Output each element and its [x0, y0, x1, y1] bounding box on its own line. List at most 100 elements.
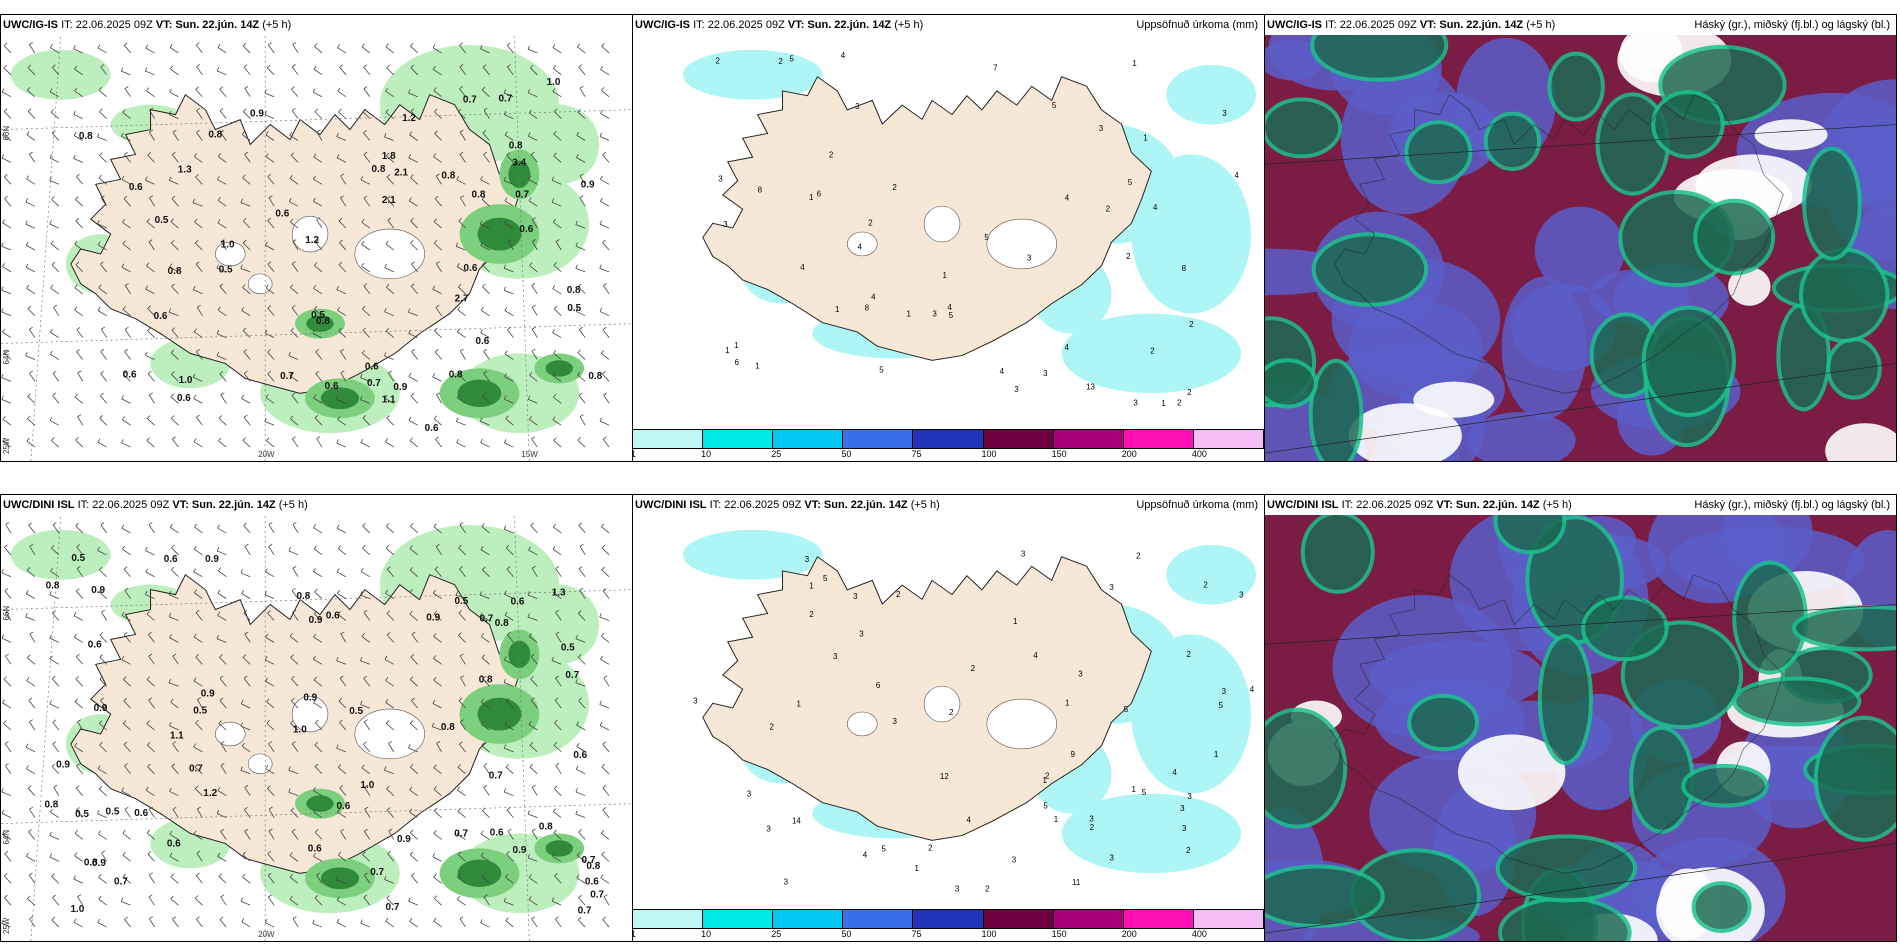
wind-barb-flag	[146, 415, 151, 419]
wind-barb	[434, 568, 442, 577]
wind-barb	[291, 88, 299, 97]
wind-barb-flag	[49, 700, 52, 705]
precip-value-label: 5	[823, 574, 828, 583]
wind-barb	[600, 69, 610, 76]
colorbar-swatch	[913, 910, 984, 928]
wind-barb-flag	[388, 741, 393, 744]
wind-barb	[290, 810, 299, 818]
wind-barb	[408, 157, 418, 163]
wind-barb-flag	[147, 305, 151, 309]
wind-barb	[409, 440, 418, 448]
wind-barb	[25, 746, 36, 753]
wind-barb-flag	[385, 327, 390, 332]
wind-value-label: 1.0	[360, 780, 374, 791]
wind-barb	[361, 636, 371, 643]
precip-value-label: 7	[993, 64, 998, 73]
wind-barb	[49, 420, 60, 426]
wind-barb	[1, 377, 12, 382]
wind-barb	[172, 809, 179, 818]
precip-value-label: 3	[723, 220, 728, 229]
wind-barb	[27, 657, 36, 665]
wind-barb-flag	[362, 851, 366, 855]
wind-barb	[218, 440, 227, 448]
high-cloud-area	[1310, 35, 1449, 82]
wind-barb-flag	[219, 108, 224, 112]
wind-barb-flag	[457, 786, 461, 791]
wind-barb	[384, 136, 394, 141]
precip-core	[306, 795, 334, 812]
wind-barb	[386, 525, 395, 534]
wind-barb	[291, 263, 299, 273]
wind-barb	[75, 656, 84, 665]
wind-barb	[434, 133, 442, 141]
clear-sky-area	[1728, 267, 1771, 306]
wind-barb	[435, 263, 442, 273]
wind-barb-flag	[385, 240, 389, 245]
wind-barb-flag	[409, 611, 413, 615]
wind-barb-flag	[121, 175, 125, 180]
wind-barb	[603, 285, 610, 295]
wind-barb	[385, 155, 395, 163]
wind-barb	[385, 548, 395, 556]
wind-barb-flag	[312, 329, 315, 334]
wind-barb	[456, 246, 466, 251]
wind-value-label: 0.8	[45, 800, 59, 811]
wind-barb-flag	[172, 806, 177, 810]
wind-barb	[52, 373, 60, 382]
wind-barb	[314, 613, 323, 621]
wind-barb-flag	[290, 807, 295, 811]
wind-barb-flag	[314, 895, 319, 899]
wind-barb-flag	[264, 918, 268, 923]
wind-barb	[432, 69, 442, 76]
wind-barb-flag	[268, 806, 273, 810]
wind-barb	[409, 592, 418, 599]
precip-area	[1061, 313, 1242, 394]
wind-barb	[2, 418, 12, 426]
wind-barb	[553, 440, 562, 448]
wind-barb-flag	[503, 264, 506, 269]
wind-barb	[146, 613, 155, 621]
wind-value-label: 0.6	[154, 311, 168, 322]
wind-barb-flag	[51, 261, 56, 265]
wind-barb-flag	[578, 522, 583, 526]
wind-barb-flag	[99, 108, 103, 113]
precip-core	[508, 640, 531, 669]
wind-barb-flag	[291, 392, 296, 396]
wind-barb-flag	[77, 894, 82, 897]
wind-barb-flag	[554, 872, 558, 877]
wind-barb	[385, 286, 395, 295]
wind-barb	[601, 46, 610, 54]
wind-barb-flag	[26, 284, 30, 289]
wind-barb	[171, 766, 179, 775]
wind-barb-flag	[146, 262, 150, 267]
wind-barb-flag	[337, 589, 340, 594]
wind-barb-flag	[386, 415, 390, 419]
precip-value-label: 3	[1133, 399, 1138, 408]
wind-barb-flag	[264, 656, 268, 661]
wind-barb-flag	[531, 565, 536, 569]
wind-barb-flag	[123, 741, 128, 745]
precip-value-label: 3	[1089, 814, 1094, 823]
wind-barb	[433, 789, 442, 796]
wind-barb-flag	[531, 304, 536, 308]
wind-barb	[265, 922, 275, 928]
wind-barb	[480, 615, 490, 621]
wind-barb-flag	[2, 830, 5, 835]
wind-barb-flag	[600, 655, 603, 660]
wind-barb	[603, 394, 610, 404]
wind-barb-flag	[123, 195, 128, 200]
wind-barb	[480, 310, 490, 317]
wind-barb-flag	[5, 653, 9, 657]
precip-value-label: 3	[1180, 804, 1185, 813]
wind-barb	[314, 897, 323, 906]
wind-barb	[336, 136, 347, 141]
wind-barb-flag	[600, 66, 604, 70]
colorbar-swatch	[1193, 910, 1264, 928]
wind-barb-flag	[409, 589, 413, 593]
wind-barb	[411, 875, 418, 884]
wind-barb	[432, 288, 442, 295]
wind-barb-flag	[362, 327, 366, 331]
wind-barb-flag	[169, 88, 172, 93]
wind-barb	[530, 67, 538, 76]
wind-barb-flag	[267, 610, 271, 614]
